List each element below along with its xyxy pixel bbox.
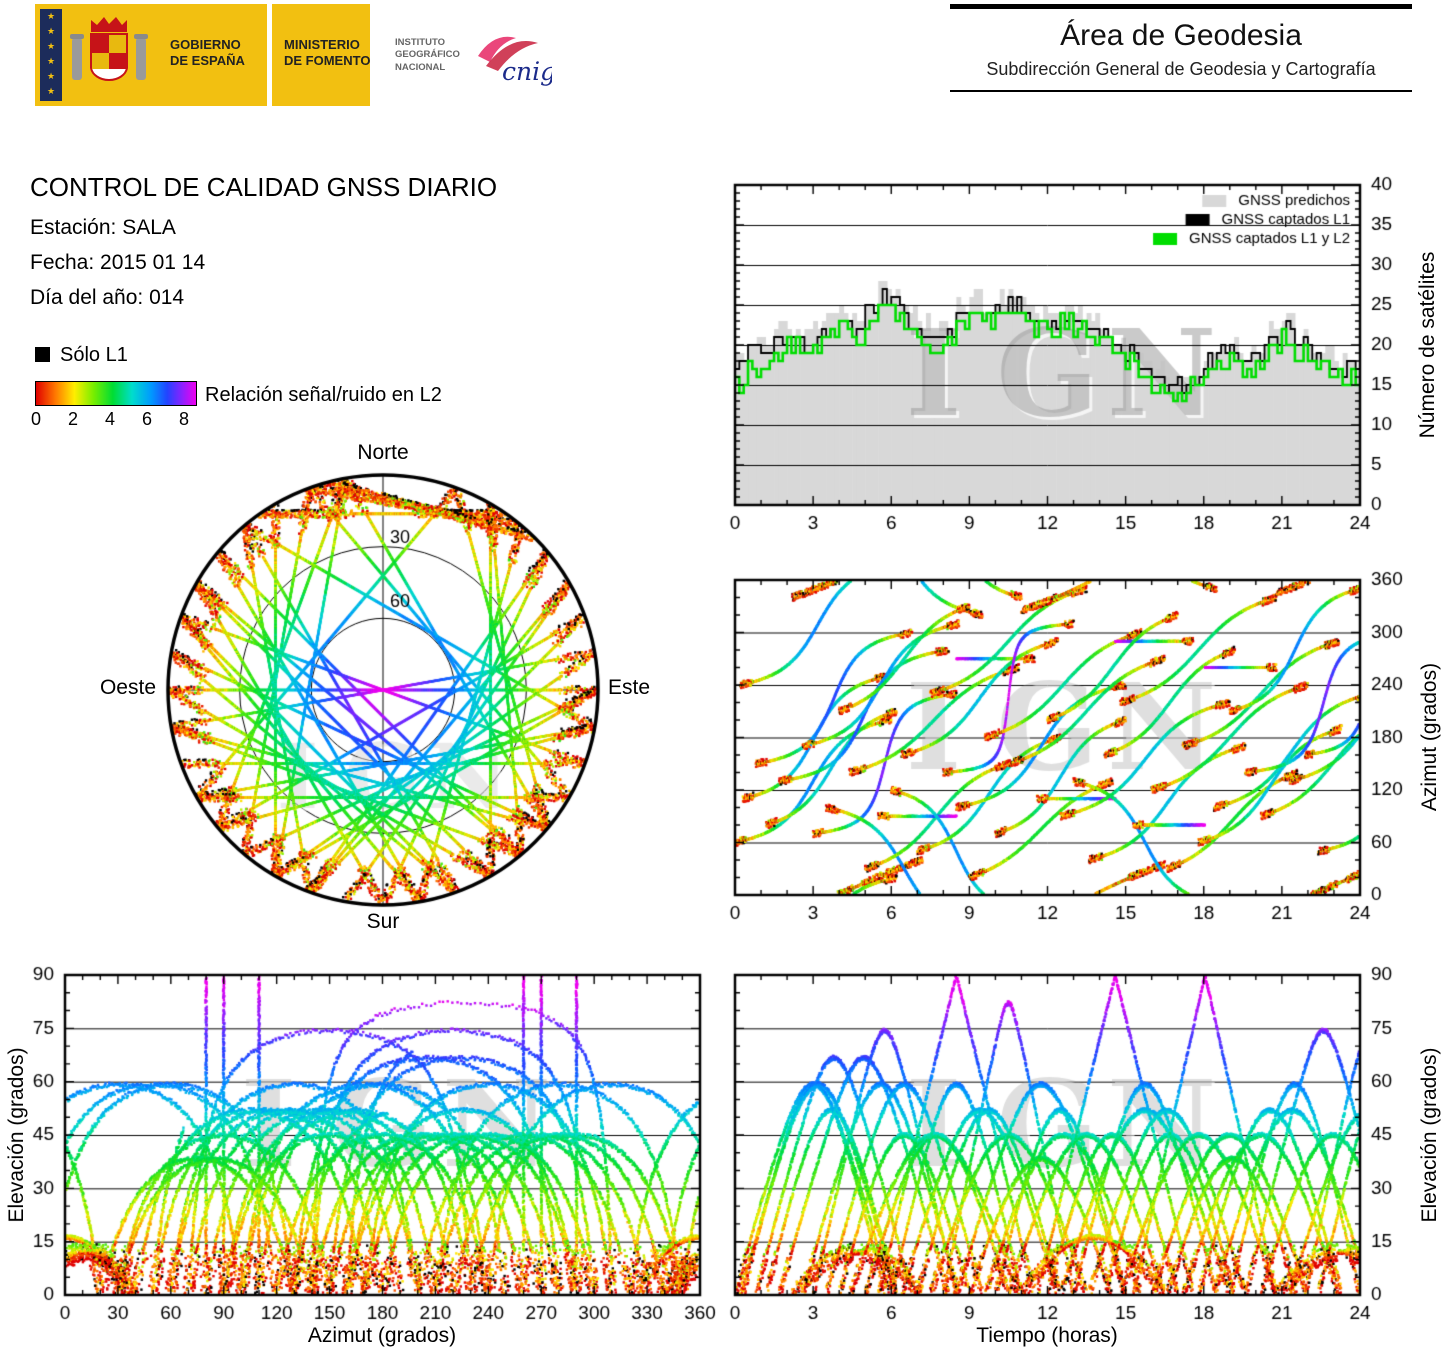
- elevation-vs-azimuth-chart: [7, 965, 758, 1350]
- sat-count-y-axis-title: Número de satélites: [1416, 251, 1439, 439]
- instituto-geografico-label: INSTITUTO GEOGRÁFICO NACIONAL: [395, 37, 460, 73]
- snr-colorbar: [35, 381, 197, 406]
- area-title: Área de Geodesia: [1060, 19, 1302, 52]
- skyplot-south-label: Sur: [366, 910, 400, 933]
- station-line: Estación: SALA: [30, 216, 176, 239]
- cnig-logo: cnig: [478, 36, 552, 86]
- snr-tick-6: 6: [141, 409, 152, 429]
- snr-tick-4: 4: [104, 409, 115, 429]
- elevation-vs-time-chart: [677, 965, 1418, 1350]
- gobierno-label: GOBIERNO DE ESPAÑA: [170, 37, 245, 69]
- satellite-count-chart: [677, 175, 1418, 560]
- flag-strip: ★ ★ ★ ★ ★ ★: [40, 9, 62, 101]
- azimuth-vs-time-chart: [677, 570, 1418, 950]
- banner-divider: [267, 4, 272, 106]
- solo-l1-swatch-icon: [35, 347, 50, 362]
- spain-coat-of-arms-icon: [70, 17, 148, 82]
- ministerio-label: MINISTERIO DE FOMENTO: [284, 37, 371, 69]
- report-title: CONTROL DE CALIDAD GNSS DIARIO: [30, 172, 498, 202]
- elevation-time-y-axis-title: Elevación (grados): [1418, 1047, 1441, 1223]
- skyplot-canvas: [143, 450, 623, 930]
- doy-line: Día del año: 014: [30, 286, 185, 309]
- area-subtitle: Subdirección General de Geodesia y Carto…: [986, 59, 1376, 79]
- skyplot-west-label: Oeste: [99, 676, 156, 699]
- time-x-axis-title: Tiempo (horas): [976, 1324, 1118, 1347]
- skyplot-east-label: Este: [608, 676, 651, 699]
- snr-tick-8: 8: [178, 409, 189, 429]
- area-geodesia-header: Área de Geodesia Subdirección General de…: [950, 4, 1412, 92]
- azimuth-x-axis-title: Azimut (grados): [307, 1324, 457, 1347]
- azimuth-y-axis-title: Azimut (grados): [1418, 662, 1441, 812]
- svg-text:cnig: cnig: [502, 57, 552, 86]
- solo-l1-label: Sólo L1: [60, 344, 128, 366]
- snr-tick-0: 0: [30, 409, 41, 429]
- date-line: Fecha: 2015 01 14: [30, 251, 206, 274]
- snr-tick-2: 2: [67, 409, 78, 429]
- solo-l1-legend: Sólo L1: [35, 344, 128, 367]
- elevation-az-y-axis-title: Elevación (grados): [5, 1047, 28, 1223]
- skyplot-north-label: Norte: [357, 441, 409, 464]
- snr-colorbar-label: Relación señal/ruido en L2: [205, 384, 442, 406]
